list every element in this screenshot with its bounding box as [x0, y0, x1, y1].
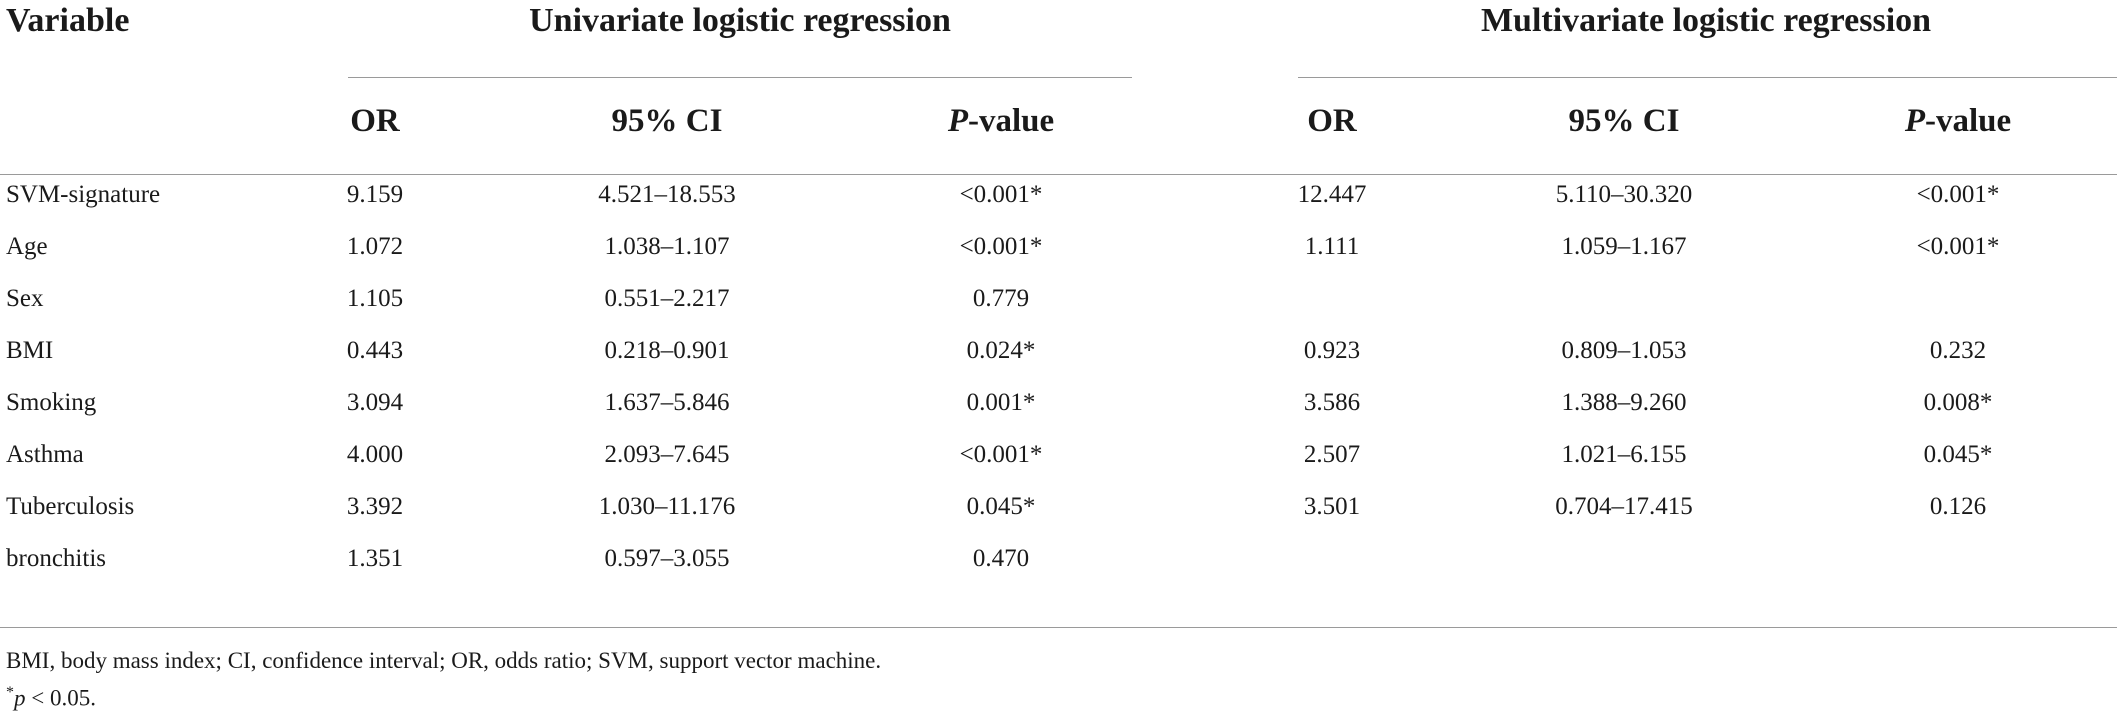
cell-multi-ci: 1.388–9.260 [1561, 389, 1687, 416]
table-row: Age 1.072 1.038–1.107 <0.001* 1.111 1.059–1.1… [0, 221, 2117, 273]
p-symbol: p [14, 685, 26, 711]
cell-multi-or: 2.507 [1303, 441, 1361, 468]
uni-ci-header: 95% CI [611, 103, 723, 139]
header-bottom-rule [0, 174, 2117, 175]
p-letter: P [947, 103, 968, 139]
table-row: Sex 1.105 0.551–2.217 0.779 [0, 273, 2117, 325]
p-letter: P [1904, 103, 1925, 139]
table-row: Smoking 3.094 1.637–5.846 0.001* 3.586 1.388–… [0, 377, 2117, 429]
p-suffix: -value [1925, 103, 2012, 139]
cell-uni-p: 0.045* [966, 493, 1036, 520]
table-row: bronchitis 1.351 0.597–3.055 0.470 [0, 533, 2117, 585]
univariate-group-rule [348, 77, 1132, 78]
cell-uni-or: 1.351 [346, 545, 404, 572]
row-variable: Tuberculosis [6, 493, 135, 520]
cell-uni-p: 0.779 [972, 285, 1030, 312]
cell-uni-or: 1.072 [346, 233, 404, 260]
table-row: Asthma 4.000 2.093–7.645 <0.001* 2.507 1.021–… [0, 429, 2117, 481]
multi-p-header: P-value [1905, 103, 2011, 140]
cell-uni-ci: 0.597–3.055 [604, 545, 730, 572]
cell-uni-p: 0.001* [966, 389, 1036, 416]
table-row: BMI 0.443 0.218–0.901 0.024* 0.923 0.809–1.05… [0, 325, 2117, 377]
cell-uni-ci: 1.038–1.107 [604, 233, 730, 260]
table-row: SVM-signature 9.159 4.521–18.553 <0.001* 12.… [0, 169, 2117, 221]
row-variable: SVM-signature [6, 181, 161, 208]
cell-multi-ci: 5.110–30.320 [1555, 181, 1693, 208]
cell-multi-or: 3.501 [1303, 493, 1361, 520]
cell-uni-p: <0.001* [959, 233, 1043, 260]
cell-uni-ci: 4.521–18.553 [598, 181, 736, 208]
significance-text: < 0.05. [25, 685, 96, 711]
cell-multi-ci: 0.704–17.415 [1555, 493, 1693, 520]
cell-uni-ci: 2.093–7.645 [604, 441, 730, 468]
cell-multi-p: 0.232 [1929, 337, 1987, 364]
multi-or-header: OR [1307, 103, 1357, 139]
variable-header: Variable [6, 2, 130, 39]
cell-uni-ci: 0.218–0.901 [604, 337, 730, 364]
uni-p-header: P-value [948, 103, 1054, 140]
cell-uni-or: 9.159 [346, 181, 404, 208]
cell-multi-or: 12.447 [1297, 181, 1367, 208]
uni-or-header: OR [350, 103, 400, 139]
univariate-group-header: Univariate logistic regression [529, 2, 951, 39]
cell-multi-p: <0.001* [1916, 181, 2000, 208]
p-suffix: -value [968, 103, 1055, 139]
multi-ci-header: 95% CI [1568, 103, 1680, 139]
row-variable: Sex [6, 285, 44, 312]
cell-uni-p: <0.001* [959, 441, 1043, 468]
star-mark: * [6, 684, 14, 701]
cell-uni-or: 1.105 [346, 285, 404, 312]
cell-uni-ci: 0.551–2.217 [604, 285, 730, 312]
footnote-abbreviations: BMI, body mass index; CI, confidence int… [6, 648, 882, 673]
row-variable: Smoking [6, 389, 97, 416]
cell-multi-or: 3.586 [1303, 389, 1361, 416]
table-row: Tuberculosis 3.392 1.030–11.176 0.045* 3.501… [0, 481, 2117, 533]
multivariate-group-header: Multivariate logistic regression [1480, 2, 1932, 39]
cell-uni-ci: 1.030–11.176 [598, 493, 736, 520]
cell-multi-or: 1.111 [1304, 233, 1360, 260]
footnote-significance: *p < 0.05. [6, 684, 96, 712]
cell-uni-p: 0.024* [966, 337, 1036, 364]
cell-multi-ci: 1.059–1.167 [1561, 233, 1687, 260]
cell-multi-p: 0.008* [1923, 389, 1993, 416]
cell-uni-or: 4.000 [346, 441, 404, 468]
cell-uni-or: 3.094 [346, 389, 404, 416]
row-variable: Age [6, 233, 48, 260]
multivariate-group-rule [1298, 77, 2117, 78]
cell-uni-p: <0.001* [959, 181, 1043, 208]
cell-uni-or: 0.443 [346, 337, 404, 364]
cell-uni-ci: 1.637–5.846 [604, 389, 730, 416]
cell-multi-p: <0.001* [1916, 233, 2000, 260]
cell-multi-p: 0.045* [1923, 441, 1993, 468]
cell-multi-p: 0.126 [1929, 493, 1987, 520]
cell-multi-ci: 1.021–6.155 [1561, 441, 1687, 468]
cell-multi-ci: 0.809–1.053 [1561, 337, 1687, 364]
cell-uni-or: 3.392 [346, 493, 404, 520]
row-variable: BMI [6, 337, 54, 364]
row-variable: Asthma [6, 441, 84, 468]
table-bottom-rule [0, 627, 2117, 628]
cell-uni-p: 0.470 [972, 545, 1030, 572]
cell-multi-or: 0.923 [1303, 337, 1361, 364]
row-variable: bronchitis [6, 545, 106, 572]
